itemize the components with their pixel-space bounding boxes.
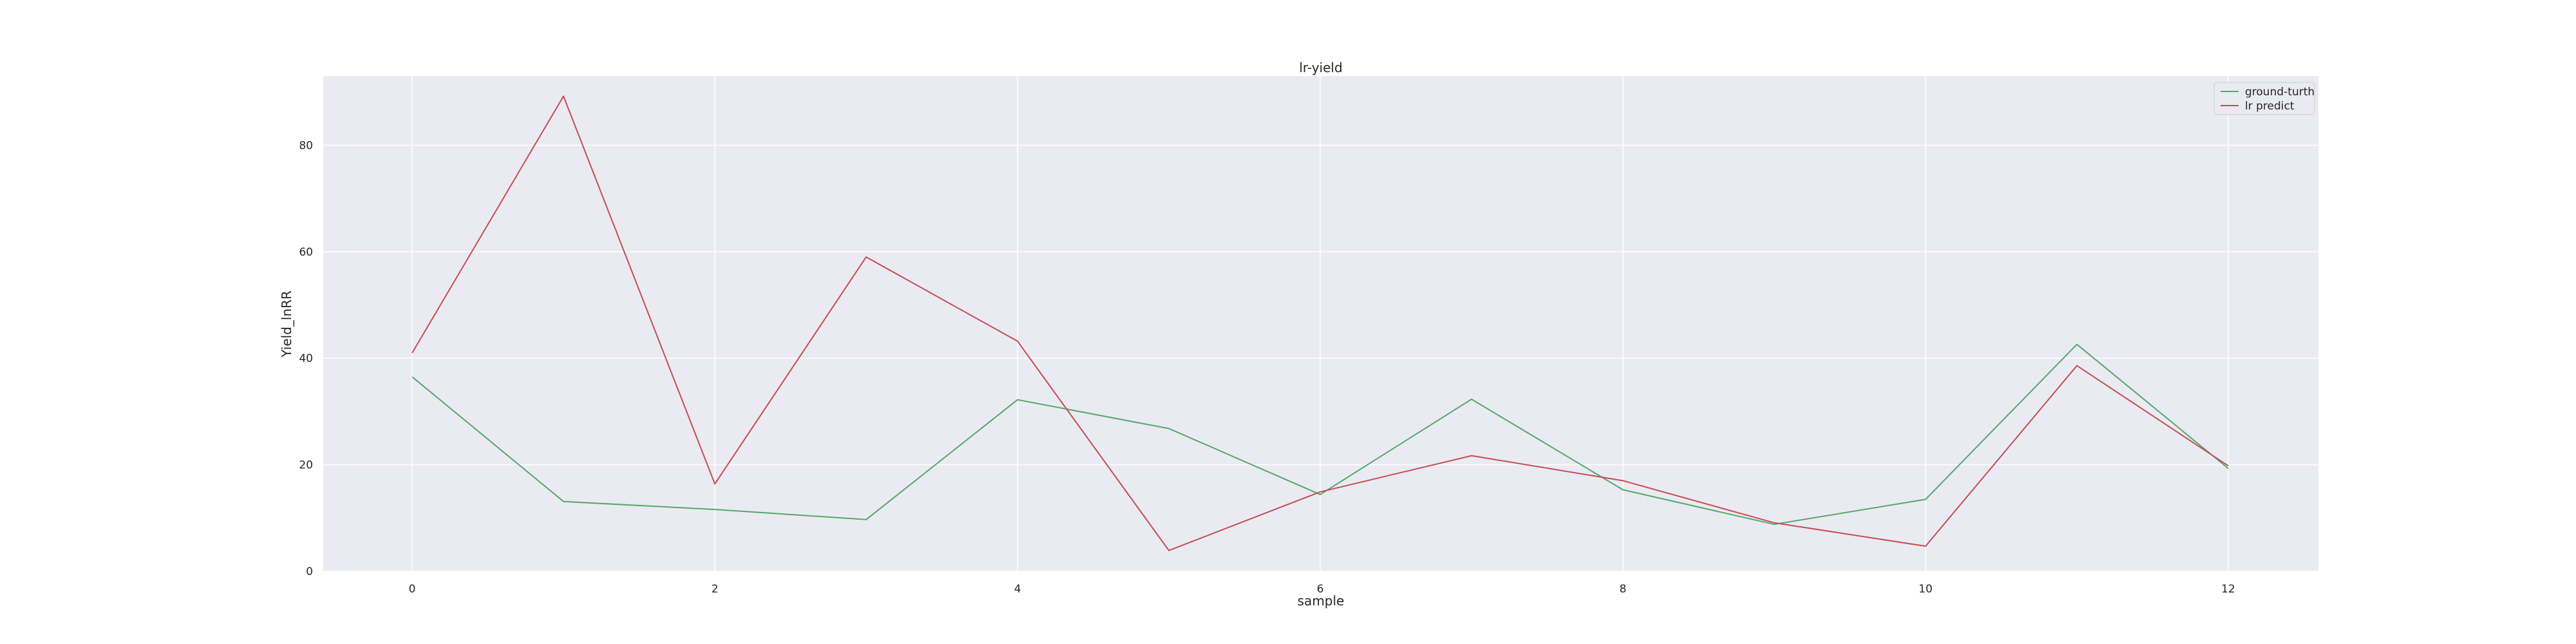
chart-title: lr-yield [1299, 60, 1342, 75]
x-axis-label: sample [1298, 593, 1345, 609]
x-tick-label: 4 [1014, 583, 1021, 596]
x-tick-label: 12 [2221, 583, 2235, 596]
plot-area [323, 76, 2318, 572]
y-tick-label: 40 [299, 352, 313, 365]
grid-lines [323, 76, 2318, 572]
x-tick-label: 6 [1317, 583, 1324, 596]
series-lines [412, 95, 2229, 551]
y-axis-label: Yield_lnRR [279, 290, 294, 358]
series-line-lr-predict [412, 95, 2229, 551]
x-tick-label: 8 [1620, 583, 1627, 596]
x-tick-label: 0 [409, 583, 416, 596]
y-tick-label: 80 [299, 139, 313, 152]
series-line-ground-truth [412, 343, 2229, 526]
legend-label: ground-turth [2245, 86, 2315, 99]
y-tick-label: 0 [306, 565, 313, 578]
legend-box [2213, 82, 2315, 115]
y-tick-label: 60 [299, 246, 313, 259]
tick-labels: 0 2 4 6 8 10 12 0 20 40 60 80 [299, 139, 2235, 596]
x-tick-label: 2 [712, 583, 719, 596]
x-tick-label: 10 [1918, 583, 1933, 596]
y-tick-label: 20 [299, 459, 313, 472]
legend-label: lr predict [2245, 100, 2295, 113]
